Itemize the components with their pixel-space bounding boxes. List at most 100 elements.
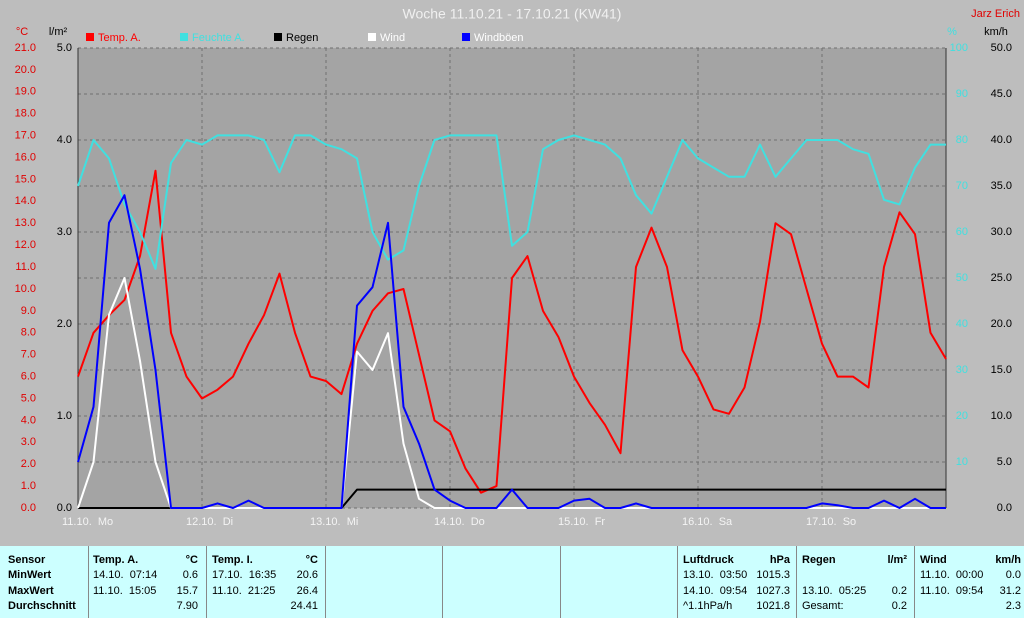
x-tick-label: 11.10. Mo xyxy=(62,516,113,528)
x-tick-label: 15.10. Fr xyxy=(558,516,605,528)
y3-tick-label: 20 xyxy=(956,410,968,422)
y3-tick-label: 40 xyxy=(956,318,968,330)
y4-tick-label: 5.0 xyxy=(997,456,1012,468)
y2-tick-label: 5.0 xyxy=(57,42,72,54)
divider xyxy=(88,546,89,618)
summary-table: Sensor MinWert MaxWert Durchschnitt Temp. A.… xyxy=(0,546,1024,618)
column-header: Luftdruck xyxy=(683,554,734,566)
timestamp: 11.10. 09:54 xyxy=(920,585,984,597)
chart: Woche 11.10.21 - 17.10.21 (KW41) Jarz Er… xyxy=(15,6,1020,528)
y3-tick-label: 100 xyxy=(950,42,968,54)
y4-tick-label: 30.0 xyxy=(991,226,1012,238)
y3-tick-label: 50 xyxy=(956,272,968,284)
x-tick-label: 13.10. Mi xyxy=(310,516,358,528)
timestamp: 14.10. 09:54 xyxy=(683,585,748,597)
legend-label: Windböen xyxy=(474,32,524,44)
timestamp: 11.10. 00:00 xyxy=(920,569,984,581)
column-header: Wind xyxy=(920,554,947,566)
column-header: Regen xyxy=(802,554,836,566)
column-header: Temp. I. xyxy=(212,554,253,566)
value: 20.6 xyxy=(296,569,318,581)
divider xyxy=(914,546,915,618)
y-tick-label: 8.0 xyxy=(21,327,36,339)
series-line xyxy=(77,169,947,494)
y-tick-label: 9.0 xyxy=(21,305,36,317)
y-tick-label: 16.0 xyxy=(15,151,36,163)
column-unit: l/m² xyxy=(887,554,907,566)
legend-label: Feuchte A. xyxy=(192,32,245,44)
y-tick-label: 5.0 xyxy=(21,392,36,404)
y-tick-label: 3.0 xyxy=(21,436,36,448)
value: 0.0 xyxy=(1005,569,1021,581)
y-tick-label: 19.0 xyxy=(15,86,36,98)
timestamp: ^1.1hPa/h xyxy=(683,600,733,612)
chart-title: Woche 11.10.21 - 17.10.21 (KW41) xyxy=(403,6,622,22)
legend-swatch xyxy=(368,33,376,41)
y-tick-label: 13.0 xyxy=(15,217,36,229)
x-tick-label: 12.10. Di xyxy=(186,516,233,528)
column-unit: °C xyxy=(185,554,198,566)
y2-tick-label: 0.0 xyxy=(57,502,72,514)
y4-tick-label: 15.0 xyxy=(991,364,1012,376)
legend-swatch xyxy=(180,33,188,41)
y-tick-label: 15.0 xyxy=(15,173,36,185)
y-tick-label: 1.0 xyxy=(21,480,36,492)
y3-tick-label: 80 xyxy=(956,134,968,146)
x-tick-label: 14.10. Do xyxy=(434,516,485,528)
y3-tick-label: 60 xyxy=(956,226,968,238)
divider xyxy=(677,546,678,618)
row-label: MaxWert xyxy=(8,585,54,597)
timestamp: 14.10. 07:14 xyxy=(93,569,158,581)
y3-tick-label: 30 xyxy=(956,364,968,376)
value: 31.2 xyxy=(999,585,1021,597)
legend-label: Temp. A. xyxy=(98,32,141,44)
value: 0.2 xyxy=(891,600,907,612)
author: Jarz Erich xyxy=(971,8,1020,20)
y2-tick-label: 3.0 xyxy=(57,226,72,238)
timestamp: 13.10. 05:25 xyxy=(802,585,867,597)
y-tick-label: 11.0 xyxy=(15,261,36,273)
y-tick-label: 18.0 xyxy=(15,108,36,120)
value: 24.41 xyxy=(290,600,318,612)
y-tick-label: 20.0 xyxy=(15,64,36,76)
column-unit: hPa xyxy=(769,554,790,566)
y-tick-label: 2.0 xyxy=(21,458,36,470)
y-tick-label: 0.0 xyxy=(21,502,36,514)
legend-swatch xyxy=(86,33,94,41)
divider xyxy=(442,546,443,618)
divider xyxy=(325,546,326,618)
y-tick-label: 17.0 xyxy=(15,130,36,142)
y2-tick-label: 2.0 xyxy=(57,318,72,330)
series-line xyxy=(77,194,946,509)
y4-tick-label: 20.0 xyxy=(991,318,1012,330)
value: 1027.3 xyxy=(756,585,790,597)
legend-swatch xyxy=(462,33,470,41)
y3-axis-unit: % xyxy=(947,26,957,38)
y3-tick-label: 70 xyxy=(956,180,968,192)
y4-tick-label: 45.0 xyxy=(991,88,1012,100)
y2-tick-label: 1.0 xyxy=(57,410,72,422)
y4-tick-label: 40.0 xyxy=(991,134,1012,146)
y4-axis-unit: km/h xyxy=(984,26,1008,38)
column-unit: °C xyxy=(305,554,318,566)
value: 7.90 xyxy=(176,600,198,612)
row-label: MinWert xyxy=(8,569,52,581)
row-label: Durchschnitt xyxy=(8,600,76,612)
value: 1021.8 xyxy=(756,600,790,612)
legend-label: Wind xyxy=(380,32,405,44)
y2-axis-unit: l/m² xyxy=(49,26,68,38)
y-axis-unit: °C xyxy=(16,26,28,38)
y-tick-label: 12.0 xyxy=(15,239,36,251)
value: 2.3 xyxy=(1005,600,1021,612)
column-unit: km/h xyxy=(995,554,1021,566)
value: 26.4 xyxy=(296,585,318,597)
value: 0.2 xyxy=(891,585,907,597)
y4-tick-label: 10.0 xyxy=(991,410,1012,422)
y4-tick-label: 25.0 xyxy=(991,272,1012,284)
value: 1015.3 xyxy=(756,569,790,581)
divider xyxy=(796,546,797,618)
x-tick-label: 17.10. So xyxy=(806,516,856,528)
y3-tick-label: 10 xyxy=(956,456,968,468)
y-tick-label: 4.0 xyxy=(21,414,36,426)
